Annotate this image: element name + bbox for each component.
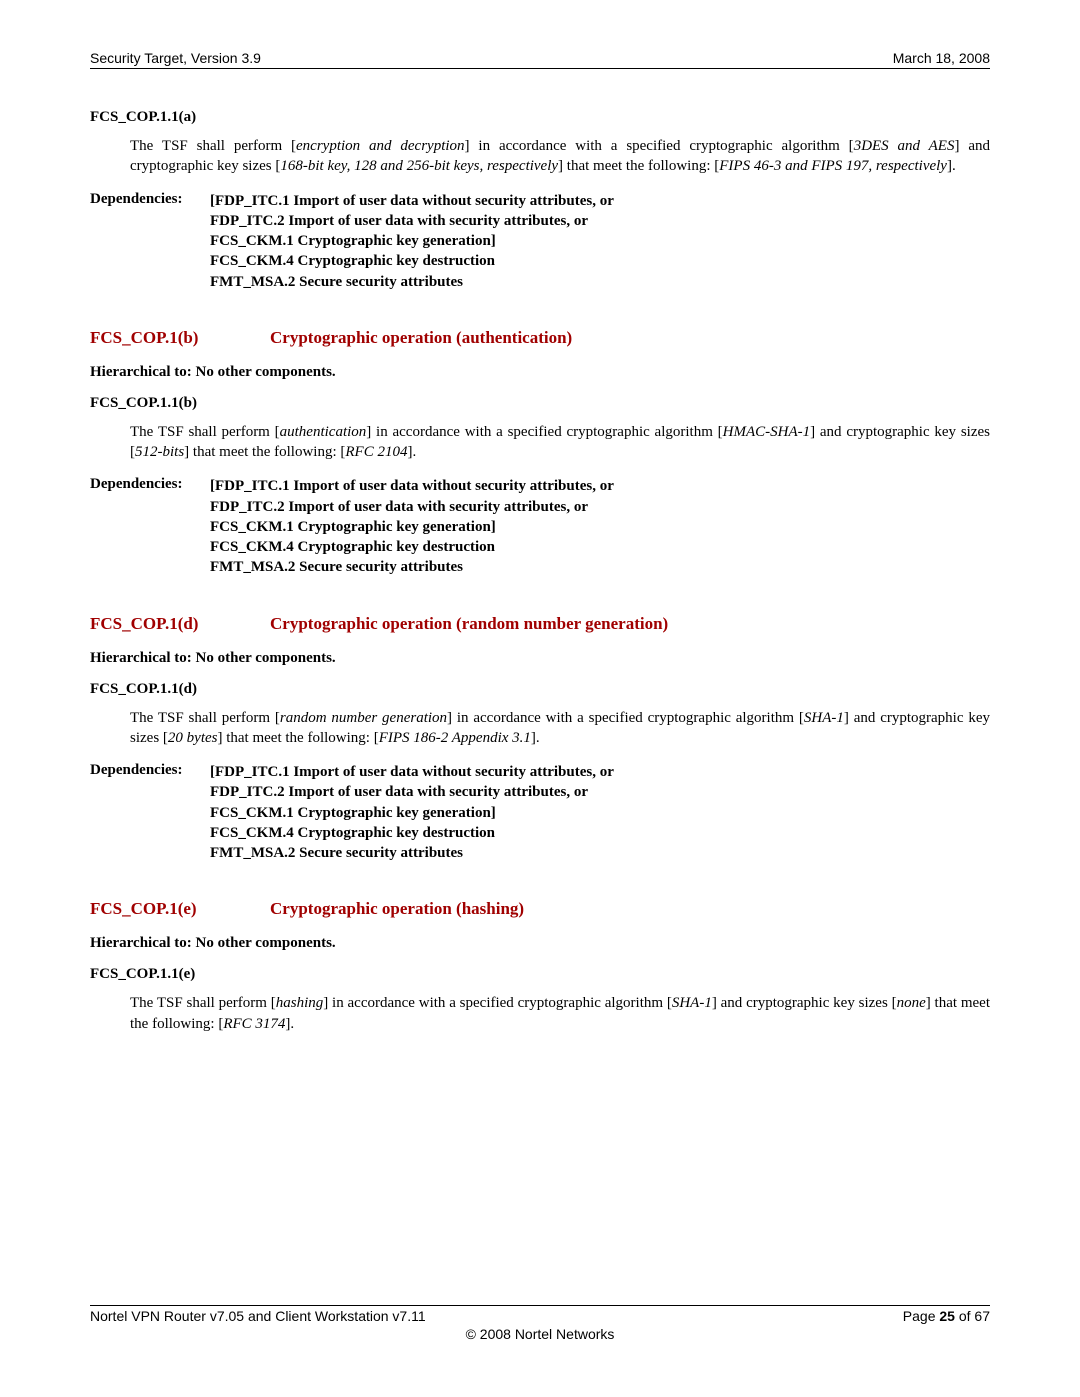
- text-italic: 168-bit key, 128 and 256-bit keys, respe…: [280, 158, 558, 174]
- dep-line: FDP_ITC.2 Import of user data with secur…: [210, 211, 614, 231]
- hierarchical-label: Hierarchical to:: [90, 650, 196, 666]
- heading-title: Cryptographic operation (random number g…: [270, 614, 668, 634]
- text: ] that meet the following: [: [184, 444, 345, 460]
- dep-line: FMT_MSA.2 Secure security attributes: [210, 272, 614, 292]
- heading-title: Cryptographic operation (hashing): [270, 899, 524, 919]
- dependencies-b: Dependencies: [FDP_ITC.1 Import of user …: [90, 476, 990, 577]
- section-id-e: FCS_COP.1.1(e): [90, 966, 990, 983]
- text: The TSF shall perform [: [130, 710, 280, 726]
- dep-line: FCS_CKM.4 Cryptographic key destruction: [210, 251, 614, 271]
- text: ] and cryptographic key sizes [: [712, 995, 897, 1011]
- dep-line: [FDP_ITC.1 Import of user data without s…: [210, 762, 614, 782]
- heading-b: FCS_COP.1(b) Cryptographic operation (au…: [90, 328, 990, 348]
- text: ] in accordance with a specified cryptog…: [465, 138, 854, 154]
- text: ].: [947, 158, 956, 174]
- dependencies-lines: [FDP_ITC.1 Import of user data without s…: [210, 762, 614, 863]
- dep-line: FCS_CKM.4 Cryptographic key destruction: [210, 823, 614, 843]
- text: ].: [531, 730, 540, 746]
- heading-title: Cryptographic operation (authentication): [270, 328, 572, 348]
- hierarchical-value: No other components.: [196, 364, 336, 380]
- dep-line: FCS_CKM.4 Cryptographic key destruction: [210, 537, 614, 557]
- text-italic: 512-bits: [135, 444, 184, 460]
- hierarchical-b: Hierarchical to: No other components.: [90, 364, 990, 381]
- dep-line: FCS_CKM.1 Cryptographic key generation]: [210, 517, 614, 537]
- hierarchical-d: Hierarchical to: No other components.: [90, 650, 990, 667]
- dep-line: [FDP_ITC.1 Import of user data without s…: [210, 191, 614, 211]
- text-italic: RFC 2104: [345, 444, 407, 460]
- page-footer: Nortel VPN Router v7.05 and Client Works…: [90, 1305, 990, 1342]
- page-header: Security Target, Version 3.9 March 18, 2…: [90, 50, 990, 69]
- text: ] in accordance with a specified cryptog…: [447, 710, 804, 726]
- heading-e: FCS_COP.1(e) Cryptographic operation (ha…: [90, 899, 990, 919]
- heading-code: FCS_COP.1(d): [90, 614, 270, 634]
- dep-line: FDP_ITC.2 Import of user data with secur…: [210, 497, 614, 517]
- text: of 67: [955, 1308, 990, 1324]
- text: The TSF shall perform [: [130, 424, 280, 440]
- section-e-body: The TSF shall perform [hashing] in accor…: [130, 993, 990, 1034]
- section-b-body: The TSF shall perform [authentication] i…: [130, 422, 990, 463]
- dependencies-d: Dependencies: [FDP_ITC.1 Import of user …: [90, 762, 990, 863]
- dep-line: FCS_CKM.1 Cryptographic key generation]: [210, 803, 614, 823]
- dep-line: FDP_ITC.2 Import of user data with secur…: [210, 782, 614, 802]
- text-italic: SHA-1: [804, 710, 844, 726]
- hierarchical-e: Hierarchical to: No other components.: [90, 935, 990, 952]
- dep-line: [FDP_ITC.1 Import of user data without s…: [210, 476, 614, 496]
- text-italic: SHA-1: [672, 995, 712, 1011]
- text-italic: hashing: [276, 995, 324, 1011]
- heading-d: FCS_COP.1(d) Cryptographic operation (ra…: [90, 614, 990, 634]
- dependencies-lines: [FDP_ITC.1 Import of user data without s…: [210, 191, 614, 292]
- dep-line: FCS_CKM.1 Cryptographic key generation]: [210, 231, 614, 251]
- text-italic: HMAC-SHA-1: [723, 424, 810, 440]
- hierarchical-value: No other components.: [196, 650, 336, 666]
- text: The TSF shall perform [: [130, 995, 276, 1011]
- text-italic: 3DES and AES: [854, 138, 955, 154]
- dependencies-label: Dependencies:: [90, 191, 210, 292]
- section-id-b: FCS_COP.1.1(b): [90, 395, 990, 412]
- text-italic: FIPS 186-2 Appendix 3.1: [379, 730, 531, 746]
- text-italic: 20 bytes: [168, 730, 218, 746]
- hierarchical-value: No other components.: [196, 935, 336, 951]
- text: ] in accordance with a specified cryptog…: [366, 424, 722, 440]
- text: ] in accordance with a specified cryptog…: [323, 995, 672, 1011]
- header-right: March 18, 2008: [893, 50, 990, 66]
- heading-code: FCS_COP.1(b): [90, 328, 270, 348]
- dependencies-a: Dependencies: [FDP_ITC.1 Import of user …: [90, 191, 990, 292]
- text-italic: random number generation: [280, 710, 447, 726]
- document-page: Security Target, Version 3.9 March 18, 2…: [0, 0, 1080, 1397]
- section-id-d: FCS_COP.1.1(d): [90, 681, 990, 698]
- dependencies-label: Dependencies:: [90, 476, 210, 577]
- text: ].: [285, 1016, 294, 1032]
- text: Page: [903, 1308, 940, 1324]
- footer-left: Nortel VPN Router v7.05 and Client Works…: [90, 1308, 426, 1324]
- heading-code: FCS_COP.1(e): [90, 899, 270, 919]
- text: The TSF shall perform [: [130, 138, 296, 154]
- text-italic: encryption and decryption: [296, 138, 465, 154]
- footer-copyright: © 2008 Nortel Networks: [90, 1326, 990, 1342]
- text-italic: authentication: [280, 424, 367, 440]
- text-italic: none: [897, 995, 926, 1011]
- text-italic: FIPS 46-3 and FIPS 197, respectively: [719, 158, 947, 174]
- text: ].: [407, 444, 416, 460]
- page-number: 25: [939, 1308, 955, 1324]
- footer-right: Page 25 of 67: [903, 1308, 990, 1324]
- dependencies-lines: [FDP_ITC.1 Import of user data without s…: [210, 476, 614, 577]
- hierarchical-label: Hierarchical to:: [90, 364, 196, 380]
- hierarchical-label: Hierarchical to:: [90, 935, 196, 951]
- section-a-body: The TSF shall perform [encryption and de…: [130, 136, 990, 177]
- dep-line: FMT_MSA.2 Secure security attributes: [210, 557, 614, 577]
- section-d-body: The TSF shall perform [random number gen…: [130, 708, 990, 749]
- text: ] that meet the following: [: [558, 158, 719, 174]
- text-italic: RFC 3174: [223, 1016, 285, 1032]
- section-id-a: FCS_COP.1.1(a): [90, 109, 990, 126]
- dependencies-label: Dependencies:: [90, 762, 210, 863]
- text: ] that meet the following: [: [217, 730, 378, 746]
- header-left: Security Target, Version 3.9: [90, 50, 261, 66]
- dep-line: FMT_MSA.2 Secure security attributes: [210, 843, 614, 863]
